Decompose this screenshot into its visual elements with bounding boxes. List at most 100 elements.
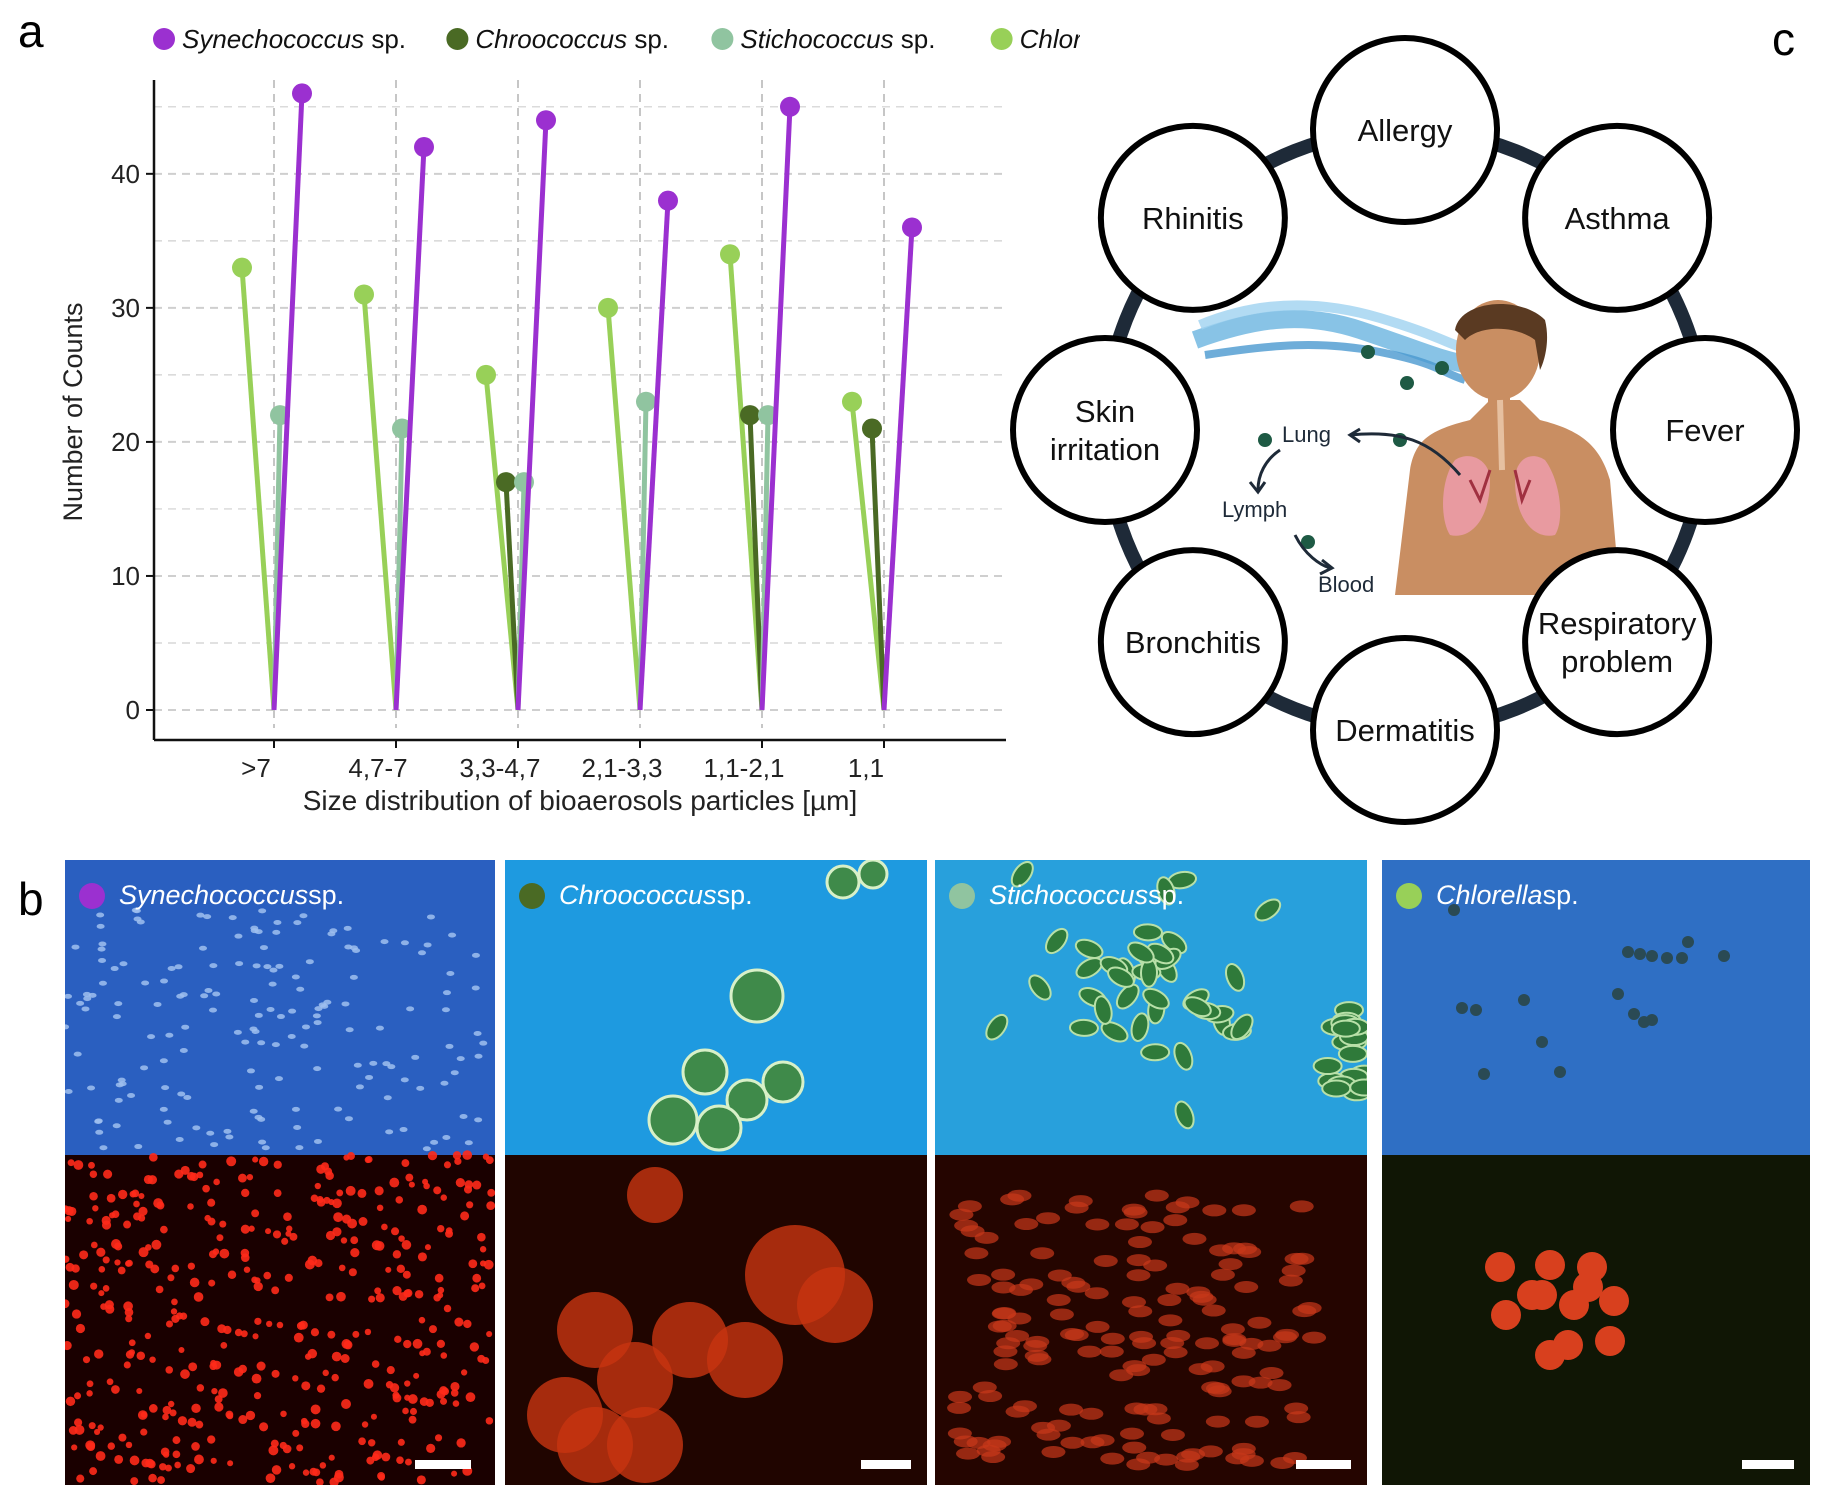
symptom-label: Allergy (1358, 113, 1453, 148)
lollipop-point (902, 217, 922, 238)
lollipop-point (354, 284, 374, 305)
legend-swatch (153, 28, 175, 50)
micrograph-chroococcus: Chroococcus sp. (505, 860, 927, 1485)
species-dot (519, 882, 545, 909)
health-effects-diagram: Lung Lymph Blood Allergy Asthma Fever Respi… (1010, 35, 1800, 825)
legend-swatch (990, 28, 1013, 50)
species-dot (1396, 882, 1422, 909)
symptom-label: Respiratory (1538, 606, 1697, 641)
symptom-circle: Fever (1610, 335, 1800, 525)
micrograph-synechococcus: Synechococcus sp. (65, 860, 495, 1485)
y-axis-label: Number of Counts (58, 302, 88, 521)
chart-axes: 0 10 20 30 40 >7 4,7-7 3,3-4,7 2,1-3,3 1,1-2,1 1,1 (111, 80, 1006, 783)
symptom-label: irritation (1050, 432, 1160, 467)
lollipop-stem (747, 415, 765, 711)
symptom-circle: Bronchitis (1097, 547, 1288, 738)
x-tick-label: 1,1-2,1 (704, 753, 785, 783)
lollipop-point (476, 364, 496, 385)
lollipop-point (658, 190, 678, 211)
lollipop-stem (393, 146, 427, 711)
legend-label: Synechococcus sp. (182, 24, 406, 54)
arrow-to-lung (1349, 432, 1462, 476)
symptom-label: Skin (1075, 394, 1135, 429)
brightfield-cells (647, 860, 889, 1152)
legend-item: Stichococcus sp. (711, 24, 936, 54)
symptom-circle: Dermatitis (1310, 635, 1500, 825)
fluorescent-cells (527, 1167, 873, 1483)
symptom-label: Asthma (1565, 201, 1671, 236)
x-tick-label: 2,1-3,3 (582, 753, 663, 783)
fluorescent-cells (65, 1150, 495, 1485)
panel-letter-c: c (1772, 13, 1795, 65)
scale-bar (1742, 1460, 1794, 1469)
human-figure (1395, 300, 1620, 595)
series-chroococcussp (496, 405, 887, 711)
series-chlorellasp (232, 244, 887, 711)
lollipop-point (862, 418, 882, 439)
lollipop-stem (849, 401, 887, 711)
y-tick-label: 0 (126, 695, 140, 725)
brightfield-cells (65, 907, 488, 1152)
lollipop-chart: Synechococcus sp. Chroococcus sp. Stichoco… (58, 24, 1080, 816)
symptom-label: problem (1561, 644, 1673, 679)
lollipop-stem (515, 120, 549, 711)
lollipop-point (536, 110, 556, 131)
chart-marks (232, 83, 922, 711)
pathway-lung: Lung (1282, 422, 1331, 447)
chart-legend: Synechococcus sp. Chroococcus sp. Stichoco… (153, 24, 1080, 54)
lollipop-stem (503, 481, 521, 711)
particles (1258, 345, 1449, 549)
lollipop-stem (271, 93, 305, 711)
lollipop-point (496, 472, 516, 493)
fluorescent-cells (1485, 1250, 1629, 1370)
arrow-to-blood (1293, 534, 1331, 570)
scale-bar (861, 1460, 911, 1469)
species-dot (949, 882, 975, 909)
lollipop-stem (869, 428, 887, 711)
lollipop-stem (881, 227, 915, 711)
symptom-label: Bronchitis (1125, 625, 1261, 660)
panel-letter-a: a (18, 5, 44, 57)
micrograph-stichococcus: Stichococcus sp. (935, 860, 1367, 1485)
scale-bar (1296, 1460, 1351, 1469)
legend-label: Chlorella sp. (1020, 24, 1080, 54)
lollipop-point (842, 391, 862, 412)
panel-letter-b: b (18, 873, 44, 925)
legend-label: Chroococcus sp. (475, 24, 669, 54)
y-tick-label: 40 (111, 159, 140, 189)
legend-item: Chlorella sp. (990, 24, 1080, 54)
right-lung (1515, 456, 1561, 536)
arrow-to-lymph (1256, 448, 1281, 491)
species-dot (79, 882, 105, 909)
micrograph-label: Chlorella sp. (1396, 880, 1579, 911)
lollipop-stem (361, 294, 399, 711)
micrograph-chlorella: Chlorella sp. (1382, 860, 1810, 1485)
pathway-lymph: Lymph (1222, 497, 1287, 522)
symptom-circle: Rhinitis (1097, 122, 1288, 313)
lollipop-stem (637, 200, 671, 711)
pathway-arrows (1248, 427, 1462, 576)
symptom-label: Rhinitis (1142, 201, 1244, 236)
fluorescence-image (1382, 1155, 1810, 1485)
symptom-label: Dermatitis (1335, 713, 1475, 748)
x-tick-label: 1,1 (848, 753, 884, 783)
lollipop-point (636, 391, 656, 412)
lollipop-stem (605, 307, 643, 711)
micrograph-label: Chroococcus sp. (519, 880, 753, 911)
lollipop-point (780, 96, 800, 117)
brightfield-cells (985, 860, 1367, 1130)
legend-item: Chroococcus sp. (446, 24, 669, 54)
x-tick-label: >7 (241, 753, 271, 783)
x-axis-label: Size distribution of bioaerosols particl… (303, 785, 858, 816)
y-tick-label: 10 (111, 561, 140, 591)
symptom-label: Fever (1665, 413, 1744, 448)
scale-bar (415, 1460, 471, 1469)
symptom-circle: Asthma (1522, 122, 1713, 313)
legend-swatch (711, 28, 734, 50)
brightfield-cells (1448, 904, 1730, 1080)
micrograph-label: Synechococcus sp. (79, 880, 344, 911)
legend-item: Synechococcus sp. (153, 24, 406, 54)
